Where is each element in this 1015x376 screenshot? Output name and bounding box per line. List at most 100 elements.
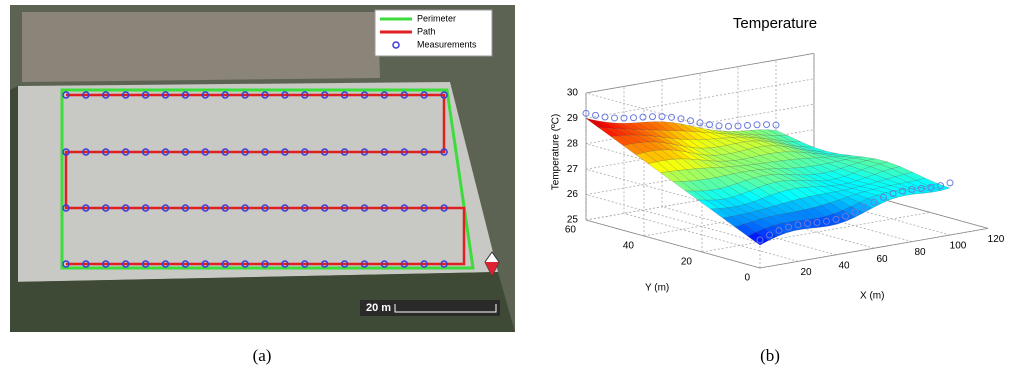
z-tick-label: 27: [567, 164, 579, 175]
measurement-point: [832, 215, 840, 223]
x-tick-label: 20: [800, 267, 812, 278]
measurement-point: [842, 212, 849, 220]
measurement-point: [82, 204, 90, 212]
measurement-point: [861, 203, 868, 211]
measurement-point: [794, 221, 802, 229]
measurement-point: [261, 260, 269, 268]
measurement-point: [658, 113, 666, 121]
measurement-point: [611, 114, 618, 122]
measurement-point: [121, 148, 130, 156]
legend-label: Measurements: [417, 39, 477, 49]
measurement-point: [141, 91, 150, 99]
measurement-point: [221, 148, 229, 156]
measurement-point: [102, 260, 110, 268]
measurement-point: [221, 91, 229, 99]
measurement-point: [221, 204, 229, 212]
measurement-point: [889, 190, 897, 198]
measurement-point: [813, 219, 821, 227]
measurement-point: [420, 91, 428, 99]
measurement-point: [380, 260, 389, 268]
measurement-point: [851, 208, 859, 216]
measurement-point: [639, 113, 647, 121]
measurement-point: [668, 113, 675, 121]
measurement-point: [161, 204, 170, 212]
measurement-point: [102, 91, 110, 99]
surface-patch: [928, 183, 951, 191]
measurement-point: [582, 109, 590, 117]
measurement-point: [620, 114, 628, 122]
measurement-point: [899, 187, 906, 195]
measurement-point: [340, 91, 349, 99]
measurements: [62, 91, 448, 268]
measurement-point: [340, 204, 349, 212]
measurement-point: [908, 185, 916, 193]
z-axis-label: Temperature (ºC): [551, 114, 562, 190]
measurement-point: [766, 231, 773, 239]
measurement-point: [181, 204, 190, 212]
measurement-point: [121, 204, 130, 212]
panel-b: Temperature Temperature (ºC) Y (m) X (m)…: [551, 15, 1005, 302]
measurement-point: [301, 91, 309, 99]
measurement-point: [420, 260, 428, 268]
measurement-point: [201, 148, 210, 156]
caption: (a): [253, 346, 272, 365]
y-tick-label: 60: [565, 225, 577, 236]
measurement-point: [380, 204, 389, 212]
measurement-point: [281, 91, 289, 99]
measurement-point: [763, 121, 770, 129]
measurement-point: [775, 227, 783, 235]
measurement-point: [301, 204, 309, 212]
plot-title: Temperature: [733, 15, 817, 32]
z-tick-label: 25: [567, 215, 579, 226]
trees: [10, 272, 515, 332]
measurement-point: [649, 113, 656, 121]
measurement-point: [946, 179, 954, 187]
measurement-point: [725, 122, 732, 130]
measurement-point: [261, 91, 269, 99]
measurement-point: [82, 260, 90, 268]
measurement-point: [400, 148, 409, 156]
measurement-point: [121, 260, 130, 268]
measurement-point: [82, 148, 90, 156]
z-tick-label: 30: [567, 88, 579, 99]
measurement-point: [141, 204, 150, 212]
measurement-point: [241, 260, 249, 268]
measurement-point: [918, 184, 925, 192]
measurement-point: [181, 260, 190, 268]
y-axis-label: Y (m): [645, 283, 669, 294]
measurement-point: [630, 114, 637, 122]
measurement-point: [380, 91, 389, 99]
y-tick-label: 40: [623, 241, 635, 252]
measurement-point: [937, 182, 944, 190]
caption: (b): [760, 346, 780, 365]
measurement-point: [823, 217, 830, 225]
measurement-point: [241, 204, 249, 212]
measurement-point: [880, 193, 887, 201]
measurement-point: [201, 204, 210, 212]
measurement-point: [320, 91, 329, 99]
measurement-point: [440, 91, 448, 99]
measurement-point: [870, 198, 878, 206]
measurement-point: [201, 91, 210, 99]
scale-bar: [394, 304, 497, 313]
measurement-point: [592, 111, 599, 119]
concrete-area: [18, 82, 498, 282]
measurement-point: [320, 204, 329, 212]
measurement-point: [756, 236, 764, 244]
path: [64, 93, 466, 266]
measurement-point: [141, 260, 150, 268]
measurement-point: [161, 260, 170, 268]
z-tick-label: 29: [567, 113, 579, 124]
measurement-point: [62, 204, 70, 212]
measurement-point: [420, 148, 428, 156]
measurement-point: [62, 148, 70, 156]
measurement-point: [281, 148, 289, 156]
measurement-point: [301, 260, 309, 268]
y-tick-label: 20: [681, 257, 693, 268]
measurement-point: [82, 91, 90, 99]
measurement-point: [785, 223, 792, 231]
measurement-point: [400, 91, 409, 99]
measurement-point: [320, 260, 329, 268]
z-tick-label: 28: [567, 138, 579, 149]
